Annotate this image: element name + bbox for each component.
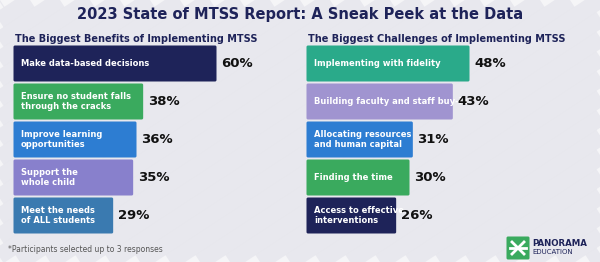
Text: 36%: 36% xyxy=(141,133,173,146)
Text: The Biggest Challenges of Implementing MTSS: The Biggest Challenges of Implementing M… xyxy=(308,34,566,44)
FancyBboxPatch shape xyxy=(14,160,133,195)
Text: Support the
whole child: Support the whole child xyxy=(21,168,78,187)
Text: 48%: 48% xyxy=(474,57,506,70)
Text: Allocating resources
and human capital: Allocating resources and human capital xyxy=(314,130,412,149)
Text: 2023 State of MTSS Report: A Sneak Peek at the Data: 2023 State of MTSS Report: A Sneak Peek … xyxy=(77,7,523,22)
FancyBboxPatch shape xyxy=(307,160,409,195)
Text: Access to effective
interventions: Access to effective interventions xyxy=(314,206,404,225)
Text: *Participants selected up to 3 responses: *Participants selected up to 3 responses xyxy=(8,245,163,254)
FancyBboxPatch shape xyxy=(14,84,143,119)
Text: Finding the time: Finding the time xyxy=(314,173,393,182)
Text: 29%: 29% xyxy=(118,209,149,222)
Text: PANORAMA: PANORAMA xyxy=(532,239,587,248)
Text: Improve learning
opportunities: Improve learning opportunities xyxy=(21,130,103,149)
Text: 43%: 43% xyxy=(457,95,489,108)
Text: 26%: 26% xyxy=(401,209,432,222)
Text: 35%: 35% xyxy=(137,171,169,184)
FancyBboxPatch shape xyxy=(307,84,453,119)
Text: 30%: 30% xyxy=(414,171,446,184)
FancyBboxPatch shape xyxy=(307,198,396,233)
FancyBboxPatch shape xyxy=(14,46,217,81)
FancyBboxPatch shape xyxy=(307,122,413,157)
FancyBboxPatch shape xyxy=(307,46,470,81)
Text: Make data-based decisions: Make data-based decisions xyxy=(21,59,149,68)
Text: Building faculty and staff buy-in: Building faculty and staff buy-in xyxy=(314,97,468,106)
Text: Meet the needs
of ALL students: Meet the needs of ALL students xyxy=(21,206,95,225)
Text: 38%: 38% xyxy=(148,95,179,108)
FancyBboxPatch shape xyxy=(506,237,530,259)
Text: Implementing with fidelity: Implementing with fidelity xyxy=(314,59,440,68)
Text: Ensure no student falls
through the cracks: Ensure no student falls through the crac… xyxy=(21,92,131,111)
FancyBboxPatch shape xyxy=(14,198,113,233)
Text: EDUCATION: EDUCATION xyxy=(532,249,572,255)
Text: The Biggest Benefits of Implementing MTSS: The Biggest Benefits of Implementing MTS… xyxy=(15,34,257,44)
Text: 60%: 60% xyxy=(221,57,253,70)
FancyBboxPatch shape xyxy=(14,122,137,157)
Text: 31%: 31% xyxy=(418,133,449,146)
